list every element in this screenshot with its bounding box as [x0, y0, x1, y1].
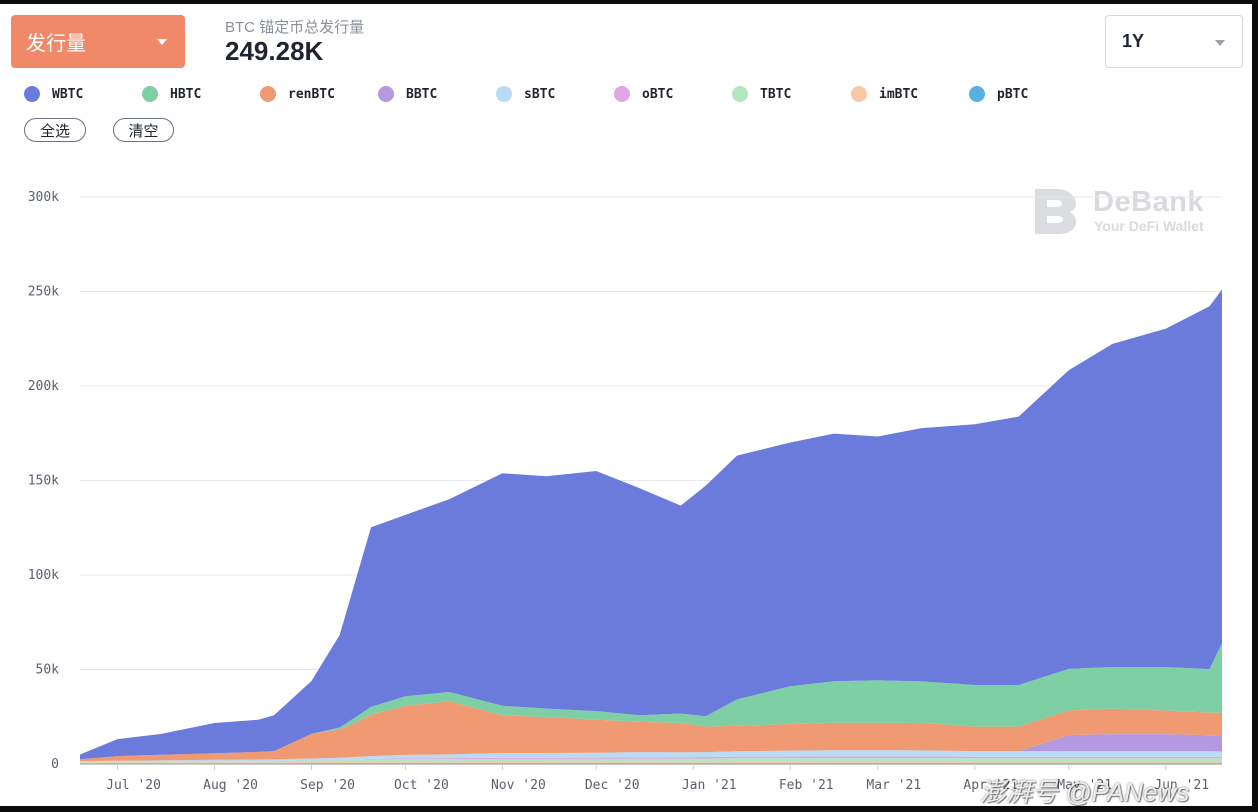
legend-label: imBTC	[879, 86, 919, 102]
frame-right-border	[1252, 0, 1258, 812]
legend-label: renBTC	[288, 86, 335, 102]
legend-label: sBTC	[524, 86, 556, 102]
watermark-title: DeBank	[1093, 186, 1204, 218]
legend-dot-icon	[969, 86, 985, 102]
y-tick-label: 0	[51, 757, 59, 772]
x-tick-label: Aug '20	[203, 778, 258, 793]
x-tick-label: May '21	[1057, 778, 1112, 793]
metric-dropdown-button[interactable]: 发行量	[11, 15, 185, 68]
legend-dot-icon	[851, 86, 867, 102]
total-supply-label: BTC 锚定币总发行量	[225, 19, 365, 36]
legend-dot-icon	[614, 86, 630, 102]
legend-dot-icon	[142, 86, 158, 102]
legend-item-pbtc[interactable]: pBTC	[969, 84, 1028, 104]
legend-label: BBTC	[406, 86, 438, 102]
legend-item-hbtc[interactable]: HBTC	[142, 84, 201, 104]
area-series-bbtc	[80, 734, 1222, 762]
area-series-hbtc	[80, 642, 1222, 760]
legend-dot-icon	[732, 86, 748, 102]
area-series-sbtc	[80, 750, 1222, 763]
legend-label: WBTC	[52, 86, 84, 102]
legend-item-obtc[interactable]: oBTC	[614, 84, 673, 104]
frame-bottom-border	[0, 806, 1258, 812]
select-all-button[interactable]: 全选	[24, 118, 86, 142]
legend-item-tbtc[interactable]: TBTC	[732, 84, 791, 104]
x-tick-label: Jan '21	[682, 778, 737, 793]
legend-item-wbtc[interactable]: WBTC	[24, 84, 83, 104]
x-tick-label: Mar '21	[866, 778, 921, 793]
area-series-tbtc	[80, 758, 1222, 763]
y-tick-label: 100k	[28, 568, 59, 583]
legend-item-sbtc[interactable]: sBTC	[496, 84, 555, 104]
y-tick-label: 300k	[28, 190, 59, 205]
watermark-subtitle: Your DeFi Wallet	[1094, 218, 1204, 234]
clear-button[interactable]: 清空	[113, 118, 174, 142]
x-tick-label: Dec '20	[585, 778, 640, 793]
chevron-down-icon	[1215, 40, 1225, 46]
y-tick-label: 150k	[28, 474, 59, 489]
area-series-imbtc	[80, 762, 1222, 764]
legend-dot-icon	[24, 86, 40, 102]
area-series-pbtc	[80, 763, 1222, 764]
area-series-obtc	[80, 756, 1222, 763]
legend-label: oBTC	[642, 86, 674, 102]
area-series-renbtc	[80, 701, 1222, 762]
legend-dot-icon	[496, 86, 512, 102]
y-tick-label: 200k	[28, 379, 59, 394]
x-tick-label: Sep '20	[300, 778, 355, 793]
x-tick-label: Nov '20	[491, 778, 546, 793]
legend-label: TBTC	[760, 86, 792, 102]
legend-label: pBTC	[997, 86, 1029, 102]
x-tick-label: Jul '20	[106, 778, 161, 793]
legend-item-bbtc[interactable]: BBTC	[378, 84, 437, 104]
legend-item-renbtc[interactable]: renBTC	[260, 84, 335, 104]
x-tick-label: Oct '20	[394, 778, 449, 793]
legend-dot-icon	[378, 86, 394, 102]
chevron-down-icon	[157, 39, 167, 45]
metric-dropdown-label: 发行量	[26, 33, 86, 55]
total-supply-value: 249.28K	[225, 36, 324, 66]
x-tick-label: Feb '21	[779, 778, 834, 793]
time-range-select[interactable]: 1Y	[1105, 15, 1243, 68]
legend-item-imbtc[interactable]: imBTC	[851, 84, 918, 104]
legend-label: HBTC	[170, 86, 202, 102]
credit-watermark: 澎湃号 @PANews	[980, 777, 1190, 807]
time-range-value: 1Y	[1122, 31, 1145, 51]
x-tick-label: Apr '21	[963, 778, 1018, 793]
frame-top-border	[0, 0, 1258, 4]
y-tick-label: 250k	[28, 285, 59, 300]
debank-logo-icon	[1035, 189, 1076, 234]
legend-dot-icon	[260, 86, 276, 102]
x-tick-label: Jun '21	[1154, 778, 1209, 793]
area-series-wbtc	[80, 289, 1222, 760]
y-tick-label: 50k	[36, 663, 60, 678]
